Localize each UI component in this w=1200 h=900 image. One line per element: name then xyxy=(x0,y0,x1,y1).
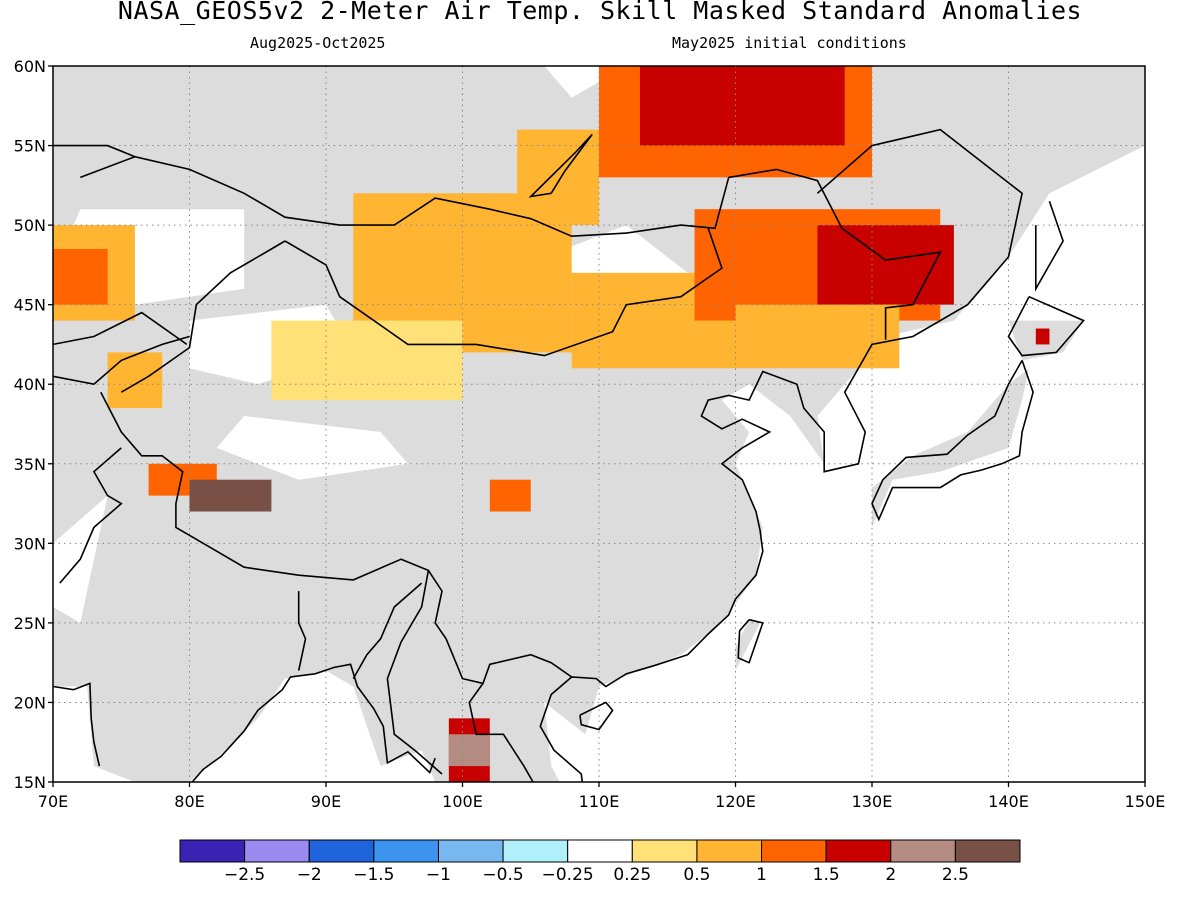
anomaly-tibet-spots xyxy=(489,479,531,512)
coastline-segment xyxy=(53,682,101,767)
lon-tick-label: 80E xyxy=(174,792,204,811)
colorbar-swatch xyxy=(244,839,310,863)
colorbar-swatch xyxy=(373,839,439,863)
coastline-segment xyxy=(352,582,423,679)
lon-tick-label: 140E xyxy=(988,792,1029,811)
colorbar-swatch xyxy=(761,839,827,863)
coastline-segment xyxy=(53,144,136,158)
lat-tick-label: 45N xyxy=(14,296,46,315)
anomaly-heilongjiang-core xyxy=(817,225,954,305)
coastline-segment xyxy=(386,570,443,775)
coastline-segment xyxy=(191,663,436,782)
colorbar-label: −1.5 xyxy=(353,865,394,885)
masked-taiwan xyxy=(735,619,761,671)
colorbar-label: −0.25 xyxy=(542,865,594,885)
forecast-period: Aug2025-Oct2025 xyxy=(250,34,386,52)
colorbar-label: −0.5 xyxy=(482,865,523,885)
lon-tick-label: 120E xyxy=(715,792,756,811)
colorbar-swatch xyxy=(696,839,763,863)
gridlines xyxy=(53,66,1145,782)
lat-tick-label: 35N xyxy=(14,455,46,474)
colorbar-label: 0.25 xyxy=(613,865,651,885)
coastlines xyxy=(53,128,1085,782)
coastline-segment xyxy=(59,447,123,584)
coastline-segment xyxy=(297,591,307,671)
colorbar-swatch xyxy=(825,839,892,863)
coastline-segment xyxy=(871,360,1034,522)
lat-tick-label: 30N xyxy=(14,534,46,553)
colorbar-label: 2 xyxy=(885,865,896,885)
colorbar-label: −2 xyxy=(297,865,322,885)
anomaly-myanmar-brown xyxy=(448,734,490,767)
near-normal-patch xyxy=(216,416,408,480)
lon-tick-label: 100E xyxy=(442,792,483,811)
coastline-segment xyxy=(53,311,188,346)
lon-tick-label: 150E xyxy=(1125,792,1166,811)
lat-tick-label: 20N xyxy=(14,693,46,712)
colorbar-swatch xyxy=(308,839,375,863)
coastline-segment xyxy=(1035,200,1064,292)
anomaly-hokkaido xyxy=(1035,328,1050,345)
anomaly-central-asia-south xyxy=(107,352,163,409)
colorbar-swatch xyxy=(631,839,698,863)
coastline-segment xyxy=(528,133,593,198)
masked-honshu xyxy=(872,368,1029,528)
colorbar-label: 1 xyxy=(756,865,767,885)
colorbar-label: 0.5 xyxy=(683,865,710,885)
anomaly-northeast-china xyxy=(735,304,900,369)
colorbar-label: 2.5 xyxy=(942,865,969,885)
colorbar-swatch xyxy=(890,839,956,863)
colorbar-label: −2.5 xyxy=(224,865,265,885)
coastline-segment xyxy=(80,155,942,340)
longitude-ticks: 70E 80E 90E 100E 110E 120E 130E 140E 150E xyxy=(38,782,1166,811)
lat-tick-label: 50N xyxy=(14,216,46,235)
coastline-segment xyxy=(539,128,1023,782)
colorbar-swatch xyxy=(437,839,504,863)
lon-tick-label: 130E xyxy=(852,792,893,811)
lon-tick-label: 110E xyxy=(579,792,620,811)
colorbar-label: 1.5 xyxy=(813,865,840,885)
anomaly-xinjiang-east xyxy=(271,320,463,401)
coastline-segment xyxy=(120,240,286,393)
lat-tick-label: 55N xyxy=(14,137,46,156)
anomaly-west-kazakhstan-core xyxy=(53,248,108,305)
lat-tick-label: 60N xyxy=(14,57,46,76)
anomaly-mongolia-core xyxy=(407,256,490,321)
lat-tick-label: 40N xyxy=(14,375,46,394)
latitude-ticks: 60N 55N 50N 45N 40N 35N 30N 25N 20N 15N xyxy=(14,57,53,792)
colorbar-swatch xyxy=(502,839,569,863)
lon-tick-label: 90E xyxy=(311,792,341,811)
anomaly-siberia-core xyxy=(639,66,845,146)
anomaly-lake-baikal xyxy=(517,129,599,226)
coastline-segment xyxy=(737,618,764,664)
coastline-segment xyxy=(53,335,190,386)
anomaly-west-tibet xyxy=(189,479,272,512)
lon-tick-label: 70E xyxy=(38,792,68,811)
page-title: NASA_GEOS5v2 2-Meter Air Temp. Skill Mas… xyxy=(117,0,1083,25)
initial-conditions: May2025 initial conditions xyxy=(672,34,907,52)
colorbar-swatch xyxy=(179,839,246,863)
colorbar-swatch xyxy=(954,839,1021,863)
colorbar-swatch xyxy=(567,839,633,863)
coastline-segment xyxy=(579,701,614,731)
coastline-segment xyxy=(468,682,534,782)
coastline-segment xyxy=(100,391,573,685)
lat-tick-label: 25N xyxy=(14,614,46,633)
colorbar: −2.5 −2 −1.5 −1 −0.5 −0.25 0.25 0.5 1 1.5 2 2.5 xyxy=(179,839,1021,885)
colorbar-label: −1 xyxy=(426,865,451,885)
coastline-segment xyxy=(1007,295,1085,357)
coastline-segment xyxy=(284,228,723,357)
map-area xyxy=(53,66,1145,782)
lat-tick-label: 15N xyxy=(14,773,46,792)
